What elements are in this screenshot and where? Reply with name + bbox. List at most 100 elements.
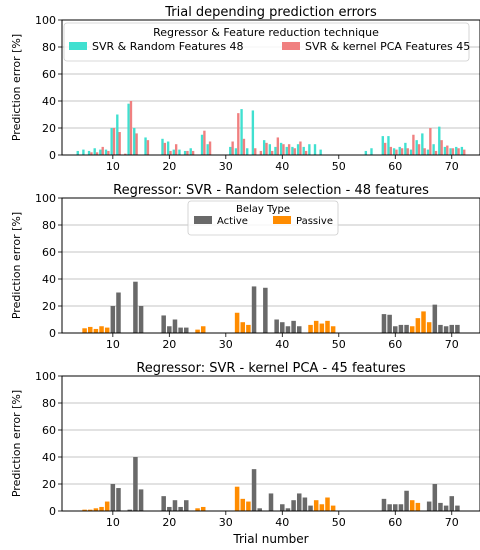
bar-passive (82, 328, 87, 333)
bar-passive (325, 320, 330, 333)
bar-random (455, 146, 458, 155)
bar-passive (308, 324, 313, 333)
bar-random (364, 150, 368, 155)
bar-passive (409, 500, 415, 511)
bar-random (76, 150, 79, 155)
bar-random (206, 144, 209, 155)
plot-frame (61, 197, 480, 334)
legend-swatch-passive (273, 216, 291, 224)
bar-kpca (400, 148, 404, 155)
bar-active (381, 314, 387, 333)
panel-1-title: Trial depending prediction errors (164, 5, 377, 20)
x-tick-label: 20 (162, 338, 176, 351)
bar-random (262, 140, 266, 155)
bar-random (404, 142, 407, 155)
bar-passive (87, 509, 93, 511)
bar-kpca (463, 149, 466, 155)
bar-active (178, 327, 183, 333)
bar-random (110, 128, 113, 155)
bar-random (308, 144, 311, 155)
bar-active (398, 504, 404, 511)
bar-passive (200, 326, 206, 333)
bar-random (229, 146, 232, 155)
bar-kpca (186, 150, 189, 155)
bar-kpca (191, 150, 195, 155)
y-axis-label: Prediction error [%] (10, 212, 23, 319)
bar-active (178, 506, 183, 511)
bar-kpca (118, 132, 121, 155)
bar-passive (99, 326, 104, 333)
x-tick-label: 70 (445, 160, 459, 173)
bar-passive (104, 501, 110, 511)
bar-random (438, 126, 441, 155)
legend-swatch-kpca (282, 42, 300, 50)
bar-passive (234, 312, 240, 333)
bar-kpca (254, 148, 257, 155)
bar-random (240, 109, 243, 155)
bar-random (178, 149, 181, 155)
bar-passive (82, 509, 87, 511)
y-tick-label: 80 (42, 219, 56, 232)
bar-active (285, 508, 291, 511)
plot-frame (61, 375, 480, 512)
x-tick-label: 10 (106, 338, 120, 351)
y-tick-label: 20 (42, 300, 56, 313)
bar-active (116, 488, 121, 511)
bar-random (313, 144, 317, 155)
bar-kpca (457, 148, 460, 155)
bar-passive (200, 506, 206, 511)
y-tick-label: 100 (35, 370, 56, 383)
bar-random (133, 128, 136, 155)
bar-active (455, 505, 460, 511)
bar-passive (246, 501, 251, 511)
bar-kpca (112, 128, 116, 155)
bar-active (268, 493, 274, 511)
bar-active (432, 304, 438, 333)
bar-active (449, 496, 455, 511)
bar-passive (246, 324, 251, 333)
bar-active (381, 498, 387, 511)
bar-active (393, 326, 398, 333)
y-tick-label: 20 (42, 122, 56, 135)
bar-kpca (231, 141, 234, 155)
bar-passive (426, 322, 432, 333)
bar-active (110, 484, 116, 511)
y-tick-label: 80 (42, 41, 56, 54)
legend: Regressor & Feature reduction techniqueS… (63, 22, 470, 62)
x-tick-label: 10 (106, 160, 120, 173)
bar-random (432, 144, 435, 155)
bar-active (438, 502, 443, 511)
bar-kpca (287, 144, 291, 155)
bar-active (398, 324, 404, 333)
legend-swatch-random (69, 42, 87, 50)
bar-random (398, 146, 401, 155)
bar-active (280, 504, 285, 511)
bar-kpca (417, 144, 421, 155)
bar-kpca (124, 153, 127, 155)
bar-kpca (440, 140, 443, 155)
x-tick-label: 60 (388, 160, 402, 173)
y-tick-label: 40 (42, 451, 56, 464)
bar-passive (330, 505, 336, 511)
x-tick-label: 10 (106, 516, 120, 529)
bar-active (274, 319, 279, 333)
legend-label: Passive (296, 216, 333, 227)
bar-random (460, 146, 464, 155)
plot-frame (61, 19, 480, 156)
bar-active (138, 306, 144, 333)
bar-active (138, 489, 144, 511)
bar-random (296, 144, 300, 155)
bar-kpca (389, 146, 392, 155)
bar-random (166, 141, 170, 155)
bar-kpca (95, 152, 99, 155)
y-tick-label: 40 (42, 95, 56, 108)
y-tick-label: 80 (42, 397, 56, 410)
bar-active (387, 314, 392, 333)
bar-kpca (429, 128, 432, 155)
legend-box (63, 22, 470, 62)
bar-passive (330, 326, 336, 333)
bar-active (393, 504, 398, 511)
bar-active (302, 497, 308, 511)
bar-active (449, 324, 455, 333)
